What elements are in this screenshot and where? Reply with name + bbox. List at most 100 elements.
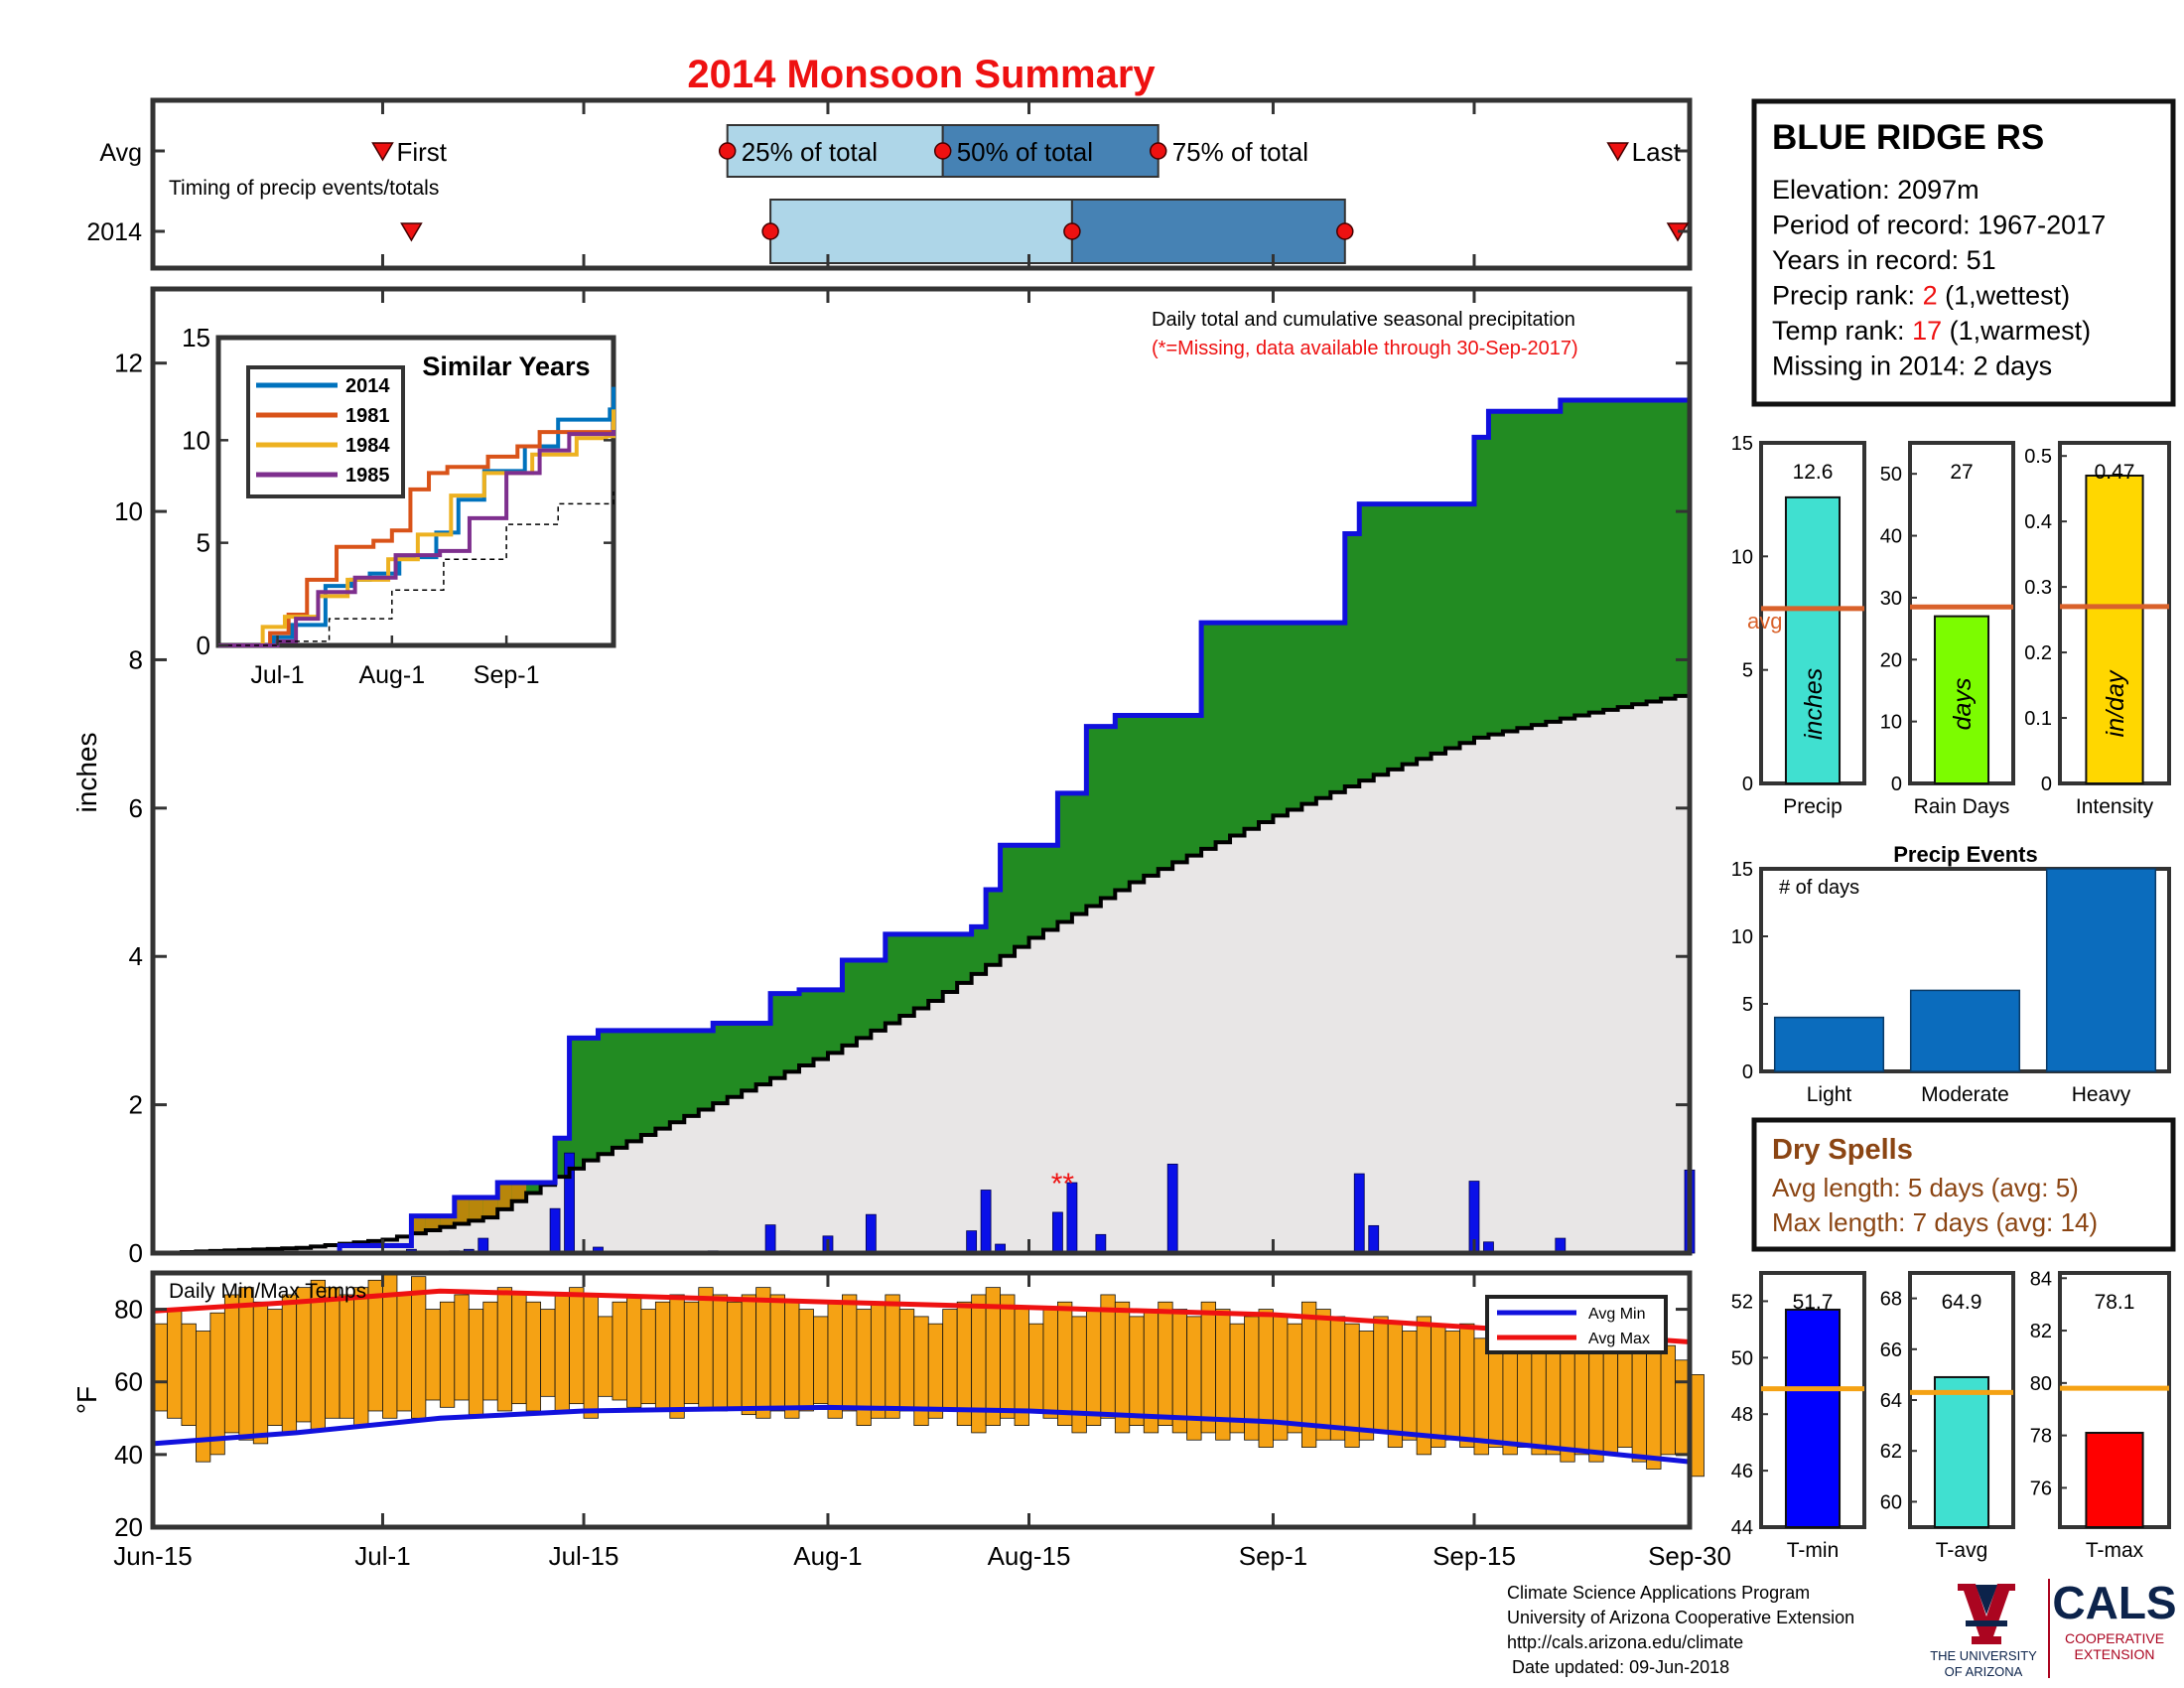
station-info-line: Precip rank: 2 (1,wettest) [1772,281,2070,311]
below-average-area [425,1215,441,1230]
daily-temp-bar [1129,1316,1145,1427]
daily-temp-bar [813,1316,829,1405]
summary-y-tick-label: 10 [1880,712,1902,734]
dry-spells-title: Dry Spells [1772,1134,1913,1166]
summary-y-tick-label: 80 [2030,1373,2052,1395]
daily-temp-bar [1042,1309,1058,1419]
dry-spells-avg: Avg length: 5 days (avg: 5) [1772,1173,2079,1202]
daily-temp-bar [1158,1301,1173,1427]
timing-caption: Timing of precip events/totals [169,177,439,200]
summary-y-tick-label: 50 [1880,464,1902,486]
timing-box-25-50 [726,124,944,178]
footer-line: Date updated: 09-Jun-2018 [1507,1657,1729,1677]
daily-precip-bar [1353,1173,1365,1254]
daily-temp-bar [353,1287,369,1426]
station-info-label: Precip rank: [1772,281,1923,311]
daily-temp-bar [1617,1344,1633,1448]
main-y-tick-label: 8 [129,644,143,674]
footer-line: University of Arizona Cooperative Extens… [1507,1608,1854,1627]
events-y-caption: # of days [1779,877,1859,899]
summary-y-tick-label: 0.1 [2024,708,2052,730]
summary-avg-label: avg [1747,609,1782,633]
similar-years-title: Similar Years [422,352,590,381]
daily-temp-bar [683,1301,700,1405]
similar-years-series-line [218,409,615,647]
summary-unit-label: in/day [2102,669,2129,737]
main-y-label: inches [71,733,102,813]
daily-temp-bar [181,1323,197,1426]
daily-temp-bar [769,1294,785,1412]
daily-temp-bar [1085,1309,1102,1426]
summary-y-tick-label: 76 [2030,1477,2052,1499]
daily-temp-bar [238,1287,254,1441]
x-tick-label: Sep-15 [1433,1541,1516,1571]
station-info-suffix: (1,warmest) [1942,316,2091,346]
similar-years-series-line [218,386,615,647]
footer-line: Climate Science Applications Program [1507,1583,1810,1603]
percentile-marker [1063,222,1081,240]
daily-temp-bar [1660,1344,1676,1456]
daily-temp-bar [827,1301,843,1419]
main-y-tick-label: 2 [129,1090,143,1120]
station-info-suffix: (1,wettest) [1938,281,2071,311]
footer-line: http://cals.arizona.edu/climate [1507,1632,1743,1652]
daily-temp-bar [798,1309,814,1412]
percentile-marker [1336,222,1354,240]
cals-logo-text: CALS [2052,1577,2176,1628]
daily-temp-bar [454,1294,470,1401]
legend-label: Avg Max [1588,1331,1650,1347]
x-tick-label: Aug-1 [793,1541,862,1571]
inset-x-tick-label: Sep-1 [474,661,540,689]
missing-note: (*=Missing, data available through 30-Se… [1152,338,1578,359]
station-info-label: Elevation: 2097m [1772,175,1979,205]
below-average-area [440,1215,455,1227]
daily-temp-bar [1431,1323,1446,1448]
daily-precip-bar [980,1190,992,1254]
daily-temp-bar [898,1309,915,1412]
summary-x-label: T-min [1787,1539,1840,1562]
summary-y-tick-label: 15 [1731,433,1753,455]
daily-temp-bar [468,1309,484,1416]
daily-temp-bar [252,1301,269,1445]
below-average-area [511,1183,527,1201]
summary-y-tick-label: 52 [1731,1291,1753,1313]
daily-temp-bar [1588,1337,1604,1463]
summary-value-label: 51.7 [1793,1291,1834,1314]
temps-y-label: °F [71,1386,102,1414]
cals-sub-line: COOPERATIVE [2065,1630,2164,1646]
daily-temp-bar [209,1312,225,1456]
summary-y-tick-label: 62 [1880,1441,1902,1463]
summary-y-tick-label: 0.3 [2024,577,2052,599]
daily-temp-bar [1229,1323,1245,1434]
summary-y-tick-label: 68 [1880,1289,1902,1311]
daily-temp-bar [540,1309,556,1397]
events-title: Precip Events [1893,842,2038,867]
daily-temp-bar [626,1294,642,1408]
footer: Climate Science Applications Program Uni… [1507,1577,2177,1679]
summary-y-tick-label: 78 [2030,1426,2052,1448]
station-info-value: 17 [1912,316,1942,346]
daily-temp-bar [1402,1331,1418,1441]
first-last-marker [400,222,423,242]
daily-temp-bar [1531,1344,1547,1456]
summary-y-tick-label: 0.5 [2024,446,2052,468]
temp-y-tick-label: 60 [114,1367,143,1397]
legend-label: Avg Min [1588,1306,1646,1323]
below-average-area [497,1183,512,1209]
summary-y-tick-label: 0 [2041,774,2052,795]
daily-temp-bar [325,1287,341,1419]
daily-temp-bar [1573,1344,1590,1456]
percentile-marker [761,222,779,240]
daily-temp-bar [1473,1337,1489,1456]
main-y-tick-label: 10 [114,496,143,526]
precip-events-panel: Light Moderate Heavy 0 5 10 15 Precip Events # o… [1731,842,2171,1106]
station-info-line: Period of record: 1967-2017 [1772,211,2106,240]
x-tick-label: Sep-1 [1239,1541,1307,1571]
daily-temp-bar [755,1287,771,1419]
daily-temp-bar [1186,1316,1202,1441]
temps-panel: °F 20 40 60 80 Jun-15 Jul-1 Jul-15 Aug-1 Aug-15 S… [71,1270,1731,1571]
daily-temp-bar [554,1294,570,1412]
daily-temp-bar [1646,1352,1662,1470]
cals-sub-line: EXTENSION [2075,1646,2155,1662]
